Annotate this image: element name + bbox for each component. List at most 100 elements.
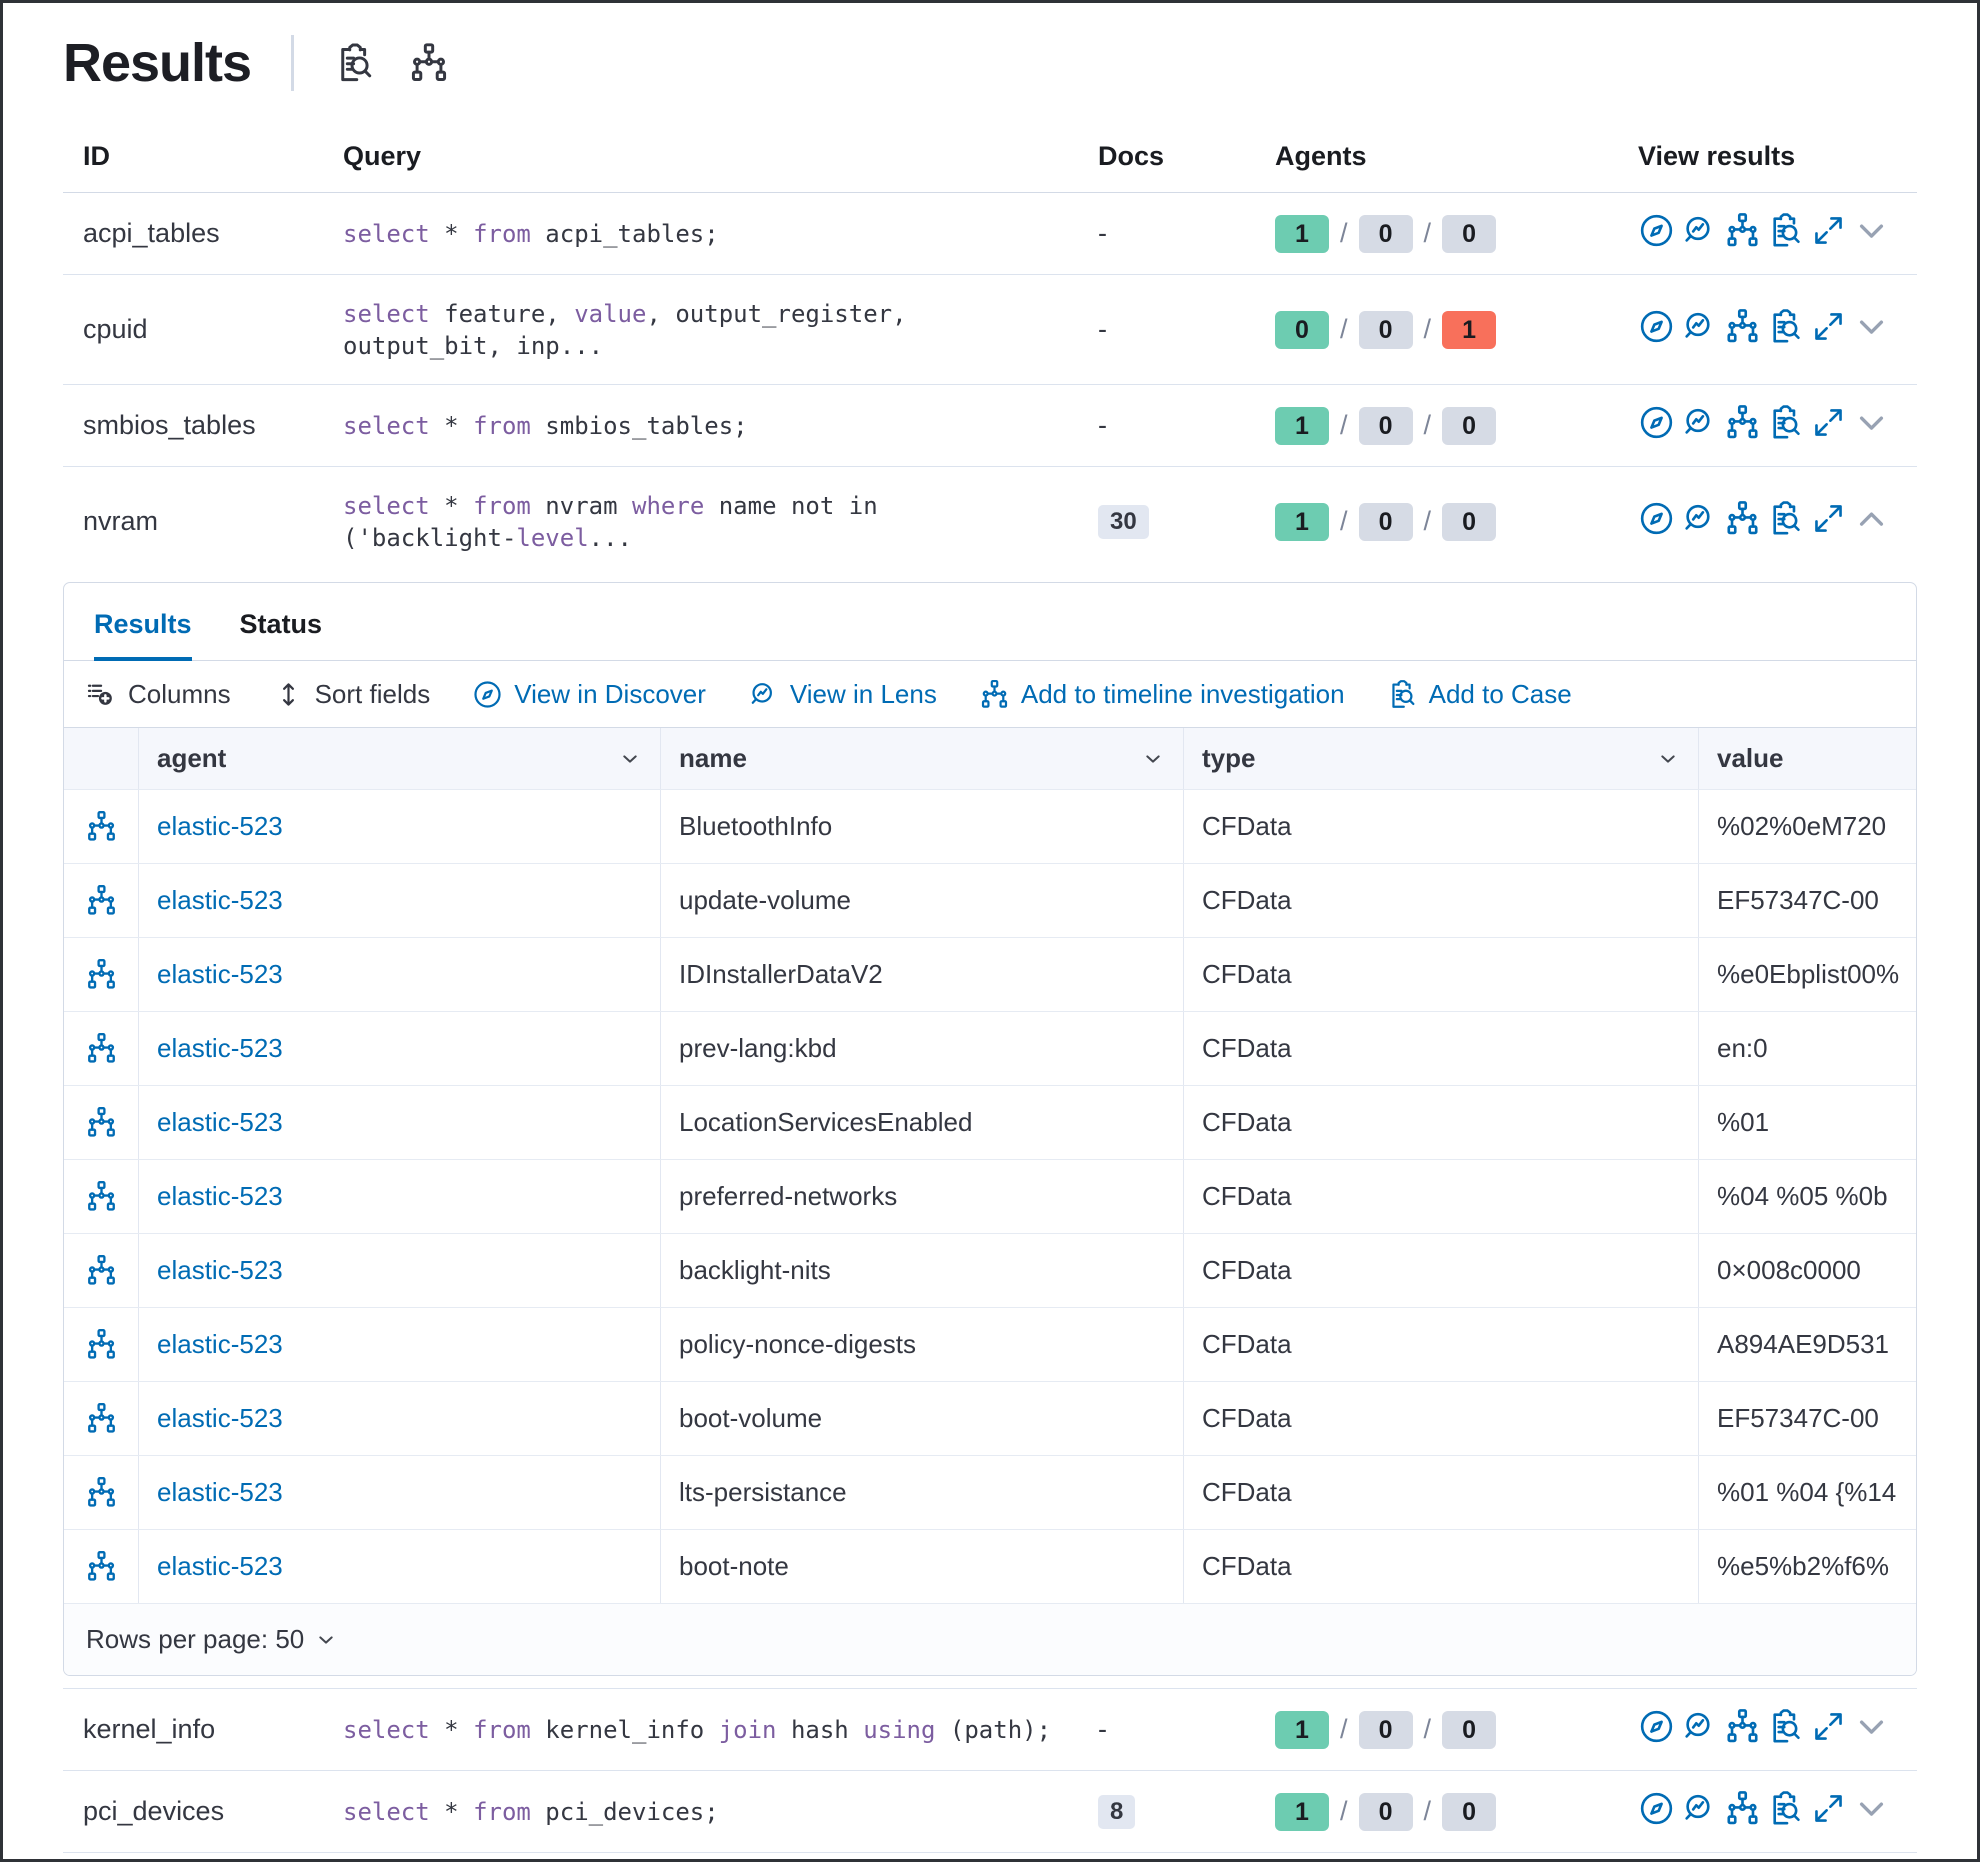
agents-neutral-badge[interactable]: 0: [1442, 502, 1497, 541]
expand-icon[interactable]: [1810, 212, 1847, 249]
timeline-icon[interactable]: [1724, 212, 1761, 249]
case-icon[interactable]: [1767, 404, 1804, 441]
row-details-icon[interactable]: [64, 864, 139, 937]
expand-icon[interactable]: [1810, 404, 1847, 441]
expand-icon[interactable]: [1810, 308, 1847, 345]
discover-icon[interactable]: [1638, 1790, 1675, 1827]
columns-button[interactable]: Columns: [86, 679, 231, 710]
case-icon[interactable]: [1767, 1708, 1804, 1745]
agents-neutral-badge[interactable]: 0: [1358, 406, 1413, 445]
discover-icon[interactable]: [1638, 212, 1675, 249]
rows-per-page-selector[interactable]: Rows per page: 50: [64, 1603, 1916, 1675]
agents-neutral-badge[interactable]: 0: [1442, 214, 1497, 253]
add-to-case-button[interactable]: Add to Case: [1387, 679, 1572, 710]
row-details-icon[interactable]: [64, 1160, 139, 1233]
view-in-lens-button[interactable]: View in Lens: [748, 679, 937, 710]
column-options-icon[interactable]: [618, 747, 642, 771]
case-icon[interactable]: [1767, 308, 1804, 345]
discover-icon[interactable]: [1638, 1708, 1675, 1745]
timeline-icon[interactable]: [1724, 1708, 1761, 1745]
collapse-row-icon[interactable]: [1853, 500, 1890, 537]
view-in-discover-button[interactable]: View in Discover: [472, 679, 706, 710]
agent-link[interactable]: elastic-523: [157, 885, 283, 915]
agents-success-badge[interactable]: 1: [1275, 1792, 1329, 1831]
agent-link[interactable]: elastic-523: [157, 811, 283, 841]
agents-neutral-badge[interactable]: 0: [1442, 1792, 1497, 1831]
expand-row-icon[interactable]: [1853, 404, 1890, 441]
tab-status[interactable]: Status: [239, 609, 323, 639]
case-icon[interactable]: [1767, 212, 1804, 249]
agents-success-badge[interactable]: 0: [1275, 310, 1329, 349]
agents-neutral-badge[interactable]: 0: [1358, 1710, 1413, 1749]
lens-icon[interactable]: [1681, 308, 1718, 345]
row-details-icon[interactable]: [64, 1382, 139, 1455]
timeline-icon[interactable]: [1724, 308, 1761, 345]
results-header-spacer: [64, 728, 139, 789]
agent-link[interactable]: elastic-523: [157, 1181, 283, 1211]
expand-icon[interactable]: [1810, 500, 1847, 537]
lens-icon[interactable]: [1681, 1708, 1718, 1745]
expand-row-icon[interactable]: [1853, 212, 1890, 249]
case-icon[interactable]: [1767, 1790, 1804, 1827]
row-details-icon[interactable]: [64, 1308, 139, 1381]
saved-queries-icon[interactable]: [408, 42, 450, 84]
row-details-icon[interactable]: [64, 938, 139, 1011]
agents-danger-badge[interactable]: 1: [1442, 310, 1497, 349]
expand-row-icon[interactable]: [1853, 1790, 1890, 1827]
agents-success-badge[interactable]: 1: [1275, 406, 1329, 445]
expand-row-icon[interactable]: [1853, 308, 1890, 345]
discover-icon[interactable]: [1638, 308, 1675, 345]
agent-link[interactable]: elastic-523: [157, 1107, 283, 1137]
query-sql: select * from nvram where name not in ('b…: [343, 490, 1053, 554]
row-details-icon[interactable]: [64, 1234, 139, 1307]
result-value: A894AE9D531: [1717, 1329, 1890, 1359]
agents-status: 0 / 0 / 1: [1275, 310, 1497, 349]
add-to-timeline-investigation-button[interactable]: Add to timeline investigation: [979, 679, 1345, 710]
agents-success-badge[interactable]: 1: [1275, 214, 1329, 253]
lens-icon[interactable]: [1681, 212, 1718, 249]
sort-fields-button[interactable]: Sort fields: [273, 679, 430, 710]
agent-link[interactable]: elastic-523: [157, 1033, 283, 1063]
agents-neutral-badge[interactable]: 0: [1358, 310, 1413, 349]
agent-link[interactable]: elastic-523: [157, 1255, 283, 1285]
lens-icon[interactable]: [1681, 404, 1718, 441]
agents-neutral-badge[interactable]: 0: [1358, 214, 1413, 253]
agents-success-badge[interactable]: 1: [1275, 1710, 1329, 1749]
agents-status: 1 / 0 / 0: [1275, 214, 1497, 253]
timeline-icon[interactable]: [1724, 1790, 1761, 1827]
timeline-icon[interactable]: [1724, 404, 1761, 441]
agent-link[interactable]: elastic-523: [157, 959, 283, 989]
agent-link[interactable]: elastic-523: [157, 1551, 283, 1581]
column-options-icon[interactable]: [1656, 747, 1680, 771]
row-details-icon[interactable]: [64, 1086, 139, 1159]
agent-link[interactable]: elastic-523: [157, 1403, 283, 1433]
expand-icon[interactable]: [1810, 1708, 1847, 1745]
expand-icon[interactable]: [1810, 1790, 1847, 1827]
lens-icon[interactable]: [1681, 1790, 1718, 1827]
agents-neutral-badge[interactable]: 0: [1358, 502, 1413, 541]
timeline-icon[interactable]: [1724, 500, 1761, 537]
row-details-icon[interactable]: [64, 1012, 139, 1085]
case-icon[interactable]: [1767, 500, 1804, 537]
agents-separator: /: [1423, 1714, 1432, 1744]
agents-success-badge[interactable]: 1: [1275, 502, 1329, 541]
row-details-icon[interactable]: [64, 790, 139, 863]
lens-icon[interactable]: [1681, 500, 1718, 537]
column-options-icon[interactable]: [1141, 747, 1165, 771]
results-row: elastic-523 lts-persistance CFData %01 %04 …: [64, 1455, 1916, 1529]
result-name: LocationServicesEnabled: [661, 1086, 1184, 1159]
inspect-icon[interactable]: [334, 42, 376, 84]
column-header-id: ID: [83, 141, 110, 171]
agent-link[interactable]: elastic-523: [157, 1477, 283, 1507]
agent-link[interactable]: elastic-523: [157, 1329, 283, 1359]
agents-neutral-badge[interactable]: 0: [1442, 406, 1497, 445]
row-details-icon[interactable]: [64, 1530, 139, 1603]
discover-icon[interactable]: [1638, 404, 1675, 441]
discover-icon[interactable]: [1638, 500, 1675, 537]
row-details-icon[interactable]: [64, 1456, 139, 1529]
view-results-actions: [1593, 212, 1917, 256]
agents-neutral-badge[interactable]: 0: [1442, 1710, 1497, 1749]
tab-results[interactable]: Results: [94, 609, 192, 661]
expand-row-icon[interactable]: [1853, 1708, 1890, 1745]
agents-neutral-badge[interactable]: 0: [1358, 1792, 1413, 1831]
